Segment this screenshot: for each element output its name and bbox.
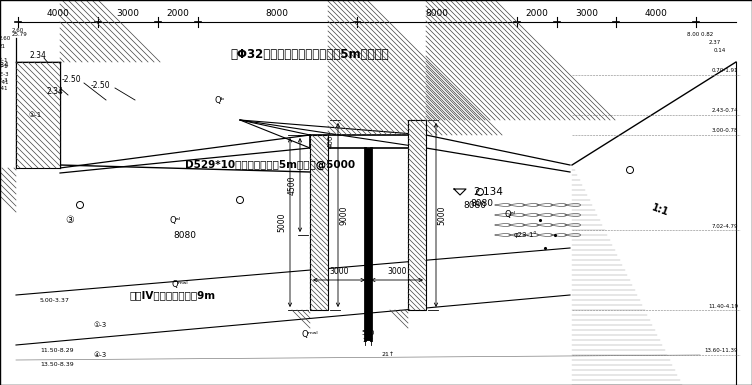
- Text: 拉森IV钢板桩，单根长9m: 拉森IV钢板桩，单根长9m: [130, 290, 216, 300]
- Text: 0.14: 0.14: [714, 47, 726, 52]
- Text: Qᵐᵃˡ: Qᵐᵃˡ: [302, 330, 318, 340]
- Text: 用Φ32预应力钢筋做为锚系杆每5m间距一根: 用Φ32预应力钢筋做为锚系杆每5m间距一根: [231, 49, 390, 62]
- Bar: [16, 62, 60, 168]
- Text: 2.60: 2.60: [0, 35, 11, 40]
- Text: 2.37: 2.37: [709, 40, 721, 45]
- Text: ④-3: ④-3: [93, 352, 107, 358]
- Text: 2.34: 2.34: [29, 50, 47, 60]
- Text: D529*10螺旋钢管单根长5m拉结桩@5000: D529*10螺旋钢管单根长5m拉结桩@5000: [185, 160, 355, 170]
- Text: 3000: 3000: [117, 10, 139, 18]
- Text: 9000: 9000: [339, 205, 348, 225]
- Text: 2.60: 2.60: [12, 27, 24, 32]
- Text: 21: 21: [0, 44, 6, 49]
- Text: 21↑: 21↑: [381, 353, 395, 358]
- Text: 400: 400: [328, 135, 334, 148]
- Text: 8080: 8080: [174, 231, 196, 239]
- Text: Qᵐᵃˡ: Qᵐᵃˡ: [171, 281, 188, 290]
- Text: 2.5E-3: 2.5E-3: [0, 77, 8, 82]
- Text: -2.50: -2.50: [90, 80, 110, 89]
- Text: ①-1: ①-1: [29, 112, 41, 118]
- Text: 11.50-8.29: 11.50-8.29: [40, 348, 74, 353]
- Text: ①-1: ①-1: [0, 65, 8, 70]
- Text: 5000: 5000: [277, 213, 287, 232]
- Text: 3000: 3000: [329, 268, 349, 276]
- Text: -2.5E-3: -2.5E-3: [0, 72, 9, 77]
- Text: 3000: 3000: [575, 10, 598, 18]
- Text: 3.20-0.41: 3.20-0.41: [0, 80, 9, 85]
- Text: 13.60-11.39: 13.60-11.39: [705, 348, 738, 353]
- Text: 13.50-8.39: 13.50-8.39: [40, 363, 74, 368]
- Text: 3000: 3000: [387, 268, 407, 276]
- Text: 2000: 2000: [525, 10, 548, 18]
- Bar: [310, 135, 328, 310]
- Text: 3.20-0.41: 3.20-0.41: [0, 85, 8, 90]
- Text: -2.50: -2.50: [61, 75, 80, 84]
- Text: 2.34: 2.34: [0, 62, 9, 68]
- Text: Qᵃˡ: Qᵃˡ: [169, 216, 180, 224]
- Text: 5000: 5000: [438, 205, 447, 225]
- Text: ①-1: ①-1: [0, 57, 8, 62]
- Text: 3.00-0.78: 3.00-0.78: [711, 129, 738, 134]
- Text: 4000: 4000: [644, 10, 668, 18]
- Text: φ23-1⁰: φ23-1⁰: [514, 231, 537, 238]
- Text: 8.00 0.82: 8.00 0.82: [687, 32, 713, 37]
- Text: 4000: 4000: [47, 10, 69, 18]
- Text: 5.00-3.37: 5.00-3.37: [40, 298, 70, 303]
- Text: 8080: 8080: [471, 199, 493, 208]
- Text: 2.43-0.74: 2.43-0.74: [711, 109, 738, 114]
- Text: 25.79: 25.79: [12, 32, 28, 37]
- Text: 2.134: 2.134: [473, 187, 503, 197]
- Text: ①-3: ①-3: [93, 322, 107, 328]
- Text: 7.02-4.79: 7.02-4.79: [711, 224, 738, 229]
- Text: 1:1: 1:1: [650, 202, 670, 218]
- Bar: [365, 148, 371, 340]
- Text: 2000: 2000: [166, 10, 189, 18]
- Text: 500: 500: [361, 330, 374, 336]
- Text: 8000: 8000: [426, 10, 448, 18]
- Text: 8000: 8000: [265, 10, 289, 18]
- Bar: [408, 120, 426, 310]
- Text: 0.70-1.91: 0.70-1.91: [711, 69, 738, 74]
- Text: Qᵃˡ: Qᵃˡ: [505, 211, 516, 219]
- Text: 8080: 8080: [463, 201, 487, 209]
- Text: Qᵇ: Qᵇ: [215, 95, 225, 104]
- Text: ③: ③: [65, 215, 74, 225]
- Text: 2.34: 2.34: [47, 87, 63, 97]
- Text: 11.40-4.19: 11.40-4.19: [708, 303, 738, 308]
- Text: 4500: 4500: [287, 175, 296, 195]
